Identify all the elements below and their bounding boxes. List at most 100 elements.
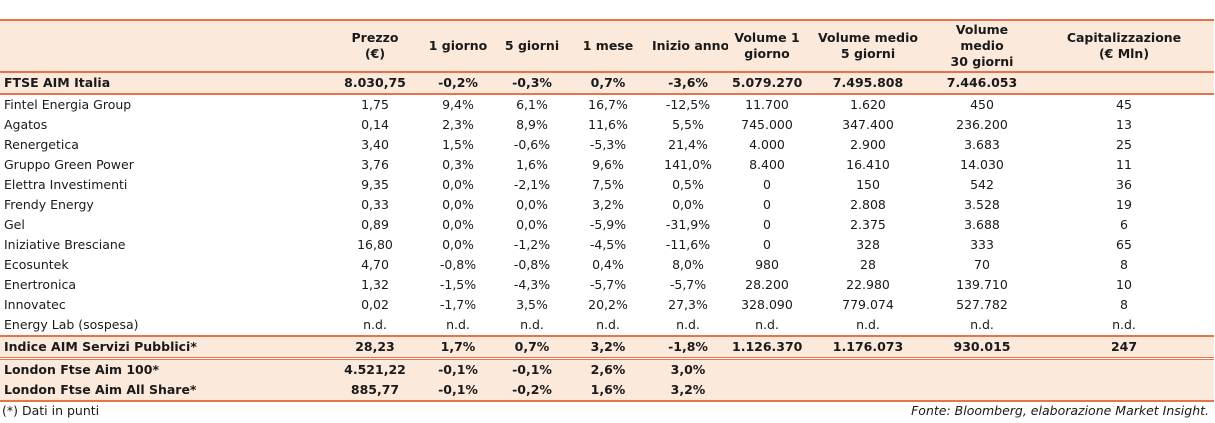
table-cell xyxy=(728,357,806,380)
table-cell: 36 xyxy=(1116,177,1132,192)
table-cell: -5,3% xyxy=(589,137,627,152)
table-cell: 0,7% xyxy=(568,72,648,95)
table-cell: -1,7% xyxy=(439,297,477,312)
table-cell: 65 xyxy=(1116,237,1132,252)
table-cell: 930.015 xyxy=(930,335,1034,360)
table-cell: 3,76 xyxy=(361,157,389,172)
table-cell: -1,2% xyxy=(513,237,551,252)
table-cell: 8.030,75 xyxy=(330,72,420,95)
row-label: Energy Lab (sospesa) xyxy=(4,317,139,332)
table-cell xyxy=(1034,72,1214,95)
table-cell: 885,77 xyxy=(330,380,420,402)
table-cell: 11,6% xyxy=(588,117,628,132)
col-header-ytd: Inizio anno xyxy=(648,19,728,73)
col-header-price: Prezzo (€) xyxy=(330,19,420,73)
table-row: Agatos 0,14 2,3% 8,9% 11,6% 5,5% 745.000 347.40… xyxy=(0,115,1214,135)
table-cell: 4.000 xyxy=(749,137,785,152)
table-cell: 25 xyxy=(1116,137,1132,152)
col-header-vol1d: Volume 1 giorno xyxy=(728,19,806,73)
table-cell: 247 xyxy=(1034,335,1214,360)
table-cell: 28.200 xyxy=(745,277,789,292)
table-row: Indice AIM Servizi Pubblici* 28,23 1,7% 0,7… xyxy=(0,335,1214,360)
table-cell: -4,5% xyxy=(589,237,627,252)
table-cell: 2.900 xyxy=(850,137,886,152)
footnote: (*) Dati in punti xyxy=(2,403,100,418)
table-row: Elettra Investimenti 9,35 0,0% -2,1% 7,5% 0,5… xyxy=(0,175,1214,195)
table-cell: 0 xyxy=(763,177,771,192)
table-cell: 27,3% xyxy=(668,297,708,312)
row-label: London Ftse Aim All Share* xyxy=(0,380,330,402)
col-header-1d: 1 giorno xyxy=(420,19,496,73)
table-cell: 5,5% xyxy=(672,117,704,132)
table-cell: 1,75 xyxy=(361,97,389,112)
table-cell: -5,7% xyxy=(589,277,627,292)
table-cell: 28 xyxy=(860,257,876,272)
table-cell: 0 xyxy=(763,237,771,252)
table-cell: 1.126.370 xyxy=(728,335,806,360)
table-cell: -2,1% xyxy=(513,177,551,192)
table-cell xyxy=(930,380,1034,402)
col-header-vol30d: Volume medio 30 giorni xyxy=(930,19,1034,73)
row-label: Fintel Energia Group xyxy=(4,97,132,112)
table-cell: 8.400 xyxy=(749,157,785,172)
table-cell: 0,0% xyxy=(516,197,548,212)
table-cell: 16,7% xyxy=(588,97,628,112)
row-label: Gruppo Green Power xyxy=(4,157,134,172)
table-cell: 0,89 xyxy=(361,217,389,232)
table-cell: 1,6% xyxy=(568,380,648,402)
table-cell xyxy=(930,357,1034,380)
table-cell: 0,14 xyxy=(361,117,389,132)
row-label: Enertronica xyxy=(4,277,76,292)
table-cell: 0,7% xyxy=(496,335,568,360)
table-cell: -31,9% xyxy=(665,217,711,232)
table-cell: 0,33 xyxy=(361,197,389,212)
table-row: Gel 0,89 0,0% 0,0% -5,9% -31,9% 0 2.375 3.688 6 xyxy=(0,215,1214,235)
table-cell: 14.030 xyxy=(960,157,1004,172)
col-header-text: Prezzo (€) xyxy=(351,30,399,61)
table-cell xyxy=(806,380,930,402)
table-row: Ecosuntek 4,70 -0,8% -0,8% 0,4% 8,0% 980 28 70 8 xyxy=(0,255,1214,275)
table-cell: -0,2% xyxy=(496,380,568,402)
row-label: FTSE AIM Italia xyxy=(0,72,330,95)
table-cell: n.d. xyxy=(1112,317,1136,332)
table-cell: 7.495.808 xyxy=(806,72,930,95)
table-cell: -1,8% xyxy=(648,335,728,360)
table-cell: 3.528 xyxy=(964,197,1000,212)
table-cell: 0,5% xyxy=(672,177,704,192)
table-cell: 22.980 xyxy=(846,277,890,292)
table-cell: -5,9% xyxy=(589,217,627,232)
table-cell: 19 xyxy=(1116,197,1132,212)
table-cell: n.d. xyxy=(363,317,387,332)
table-cell: 8 xyxy=(1120,297,1128,312)
table-cell: -0,1% xyxy=(496,357,568,380)
table-cell: 0,02 xyxy=(361,297,389,312)
table-cell: n.d. xyxy=(676,317,700,332)
col-header-text: Volume 1 giorno xyxy=(734,30,800,61)
table-cell: 13 xyxy=(1116,117,1132,132)
table-cell: 0,0% xyxy=(672,197,704,212)
table-row: Gruppo Green Power 3,76 0,3% 1,6% 9,6% 141,0%… xyxy=(0,155,1214,175)
table-cell: 7,5% xyxy=(592,177,624,192)
table-row: London Ftse Aim All Share* 885,77 -0,1% -0,… xyxy=(0,380,1214,402)
table-cell: 3,2% xyxy=(648,380,728,402)
table-cell: n.d. xyxy=(596,317,620,332)
table-cell: -0,2% xyxy=(420,72,496,95)
table-cell: -0,6% xyxy=(513,137,551,152)
table-cell: -11,6% xyxy=(665,237,711,252)
table-cell: 980 xyxy=(755,257,779,272)
table-cell: n.d. xyxy=(520,317,544,332)
table-cell: -3,6% xyxy=(648,72,728,95)
table-row: Fintel Energia Group 1,75 9,4% 6,1% 16,7% -12… xyxy=(0,94,1214,115)
table-cell: -5,7% xyxy=(669,277,707,292)
table-cell: 4,70 xyxy=(361,257,389,272)
table-cell: 1,6% xyxy=(516,157,548,172)
table-cell: 2,3% xyxy=(442,117,474,132)
table-cell: 4.521,22 xyxy=(330,357,420,380)
col-header-text: Volume medio 30 giorni xyxy=(950,22,1014,69)
table-cell: 2.808 xyxy=(850,197,886,212)
table-cell: 28,23 xyxy=(330,335,420,360)
row-label: Gel xyxy=(4,217,25,232)
table-cell: 7.446.053 xyxy=(930,72,1034,95)
table-cell: 8 xyxy=(1120,257,1128,272)
table-cell: -12,5% xyxy=(665,97,711,112)
